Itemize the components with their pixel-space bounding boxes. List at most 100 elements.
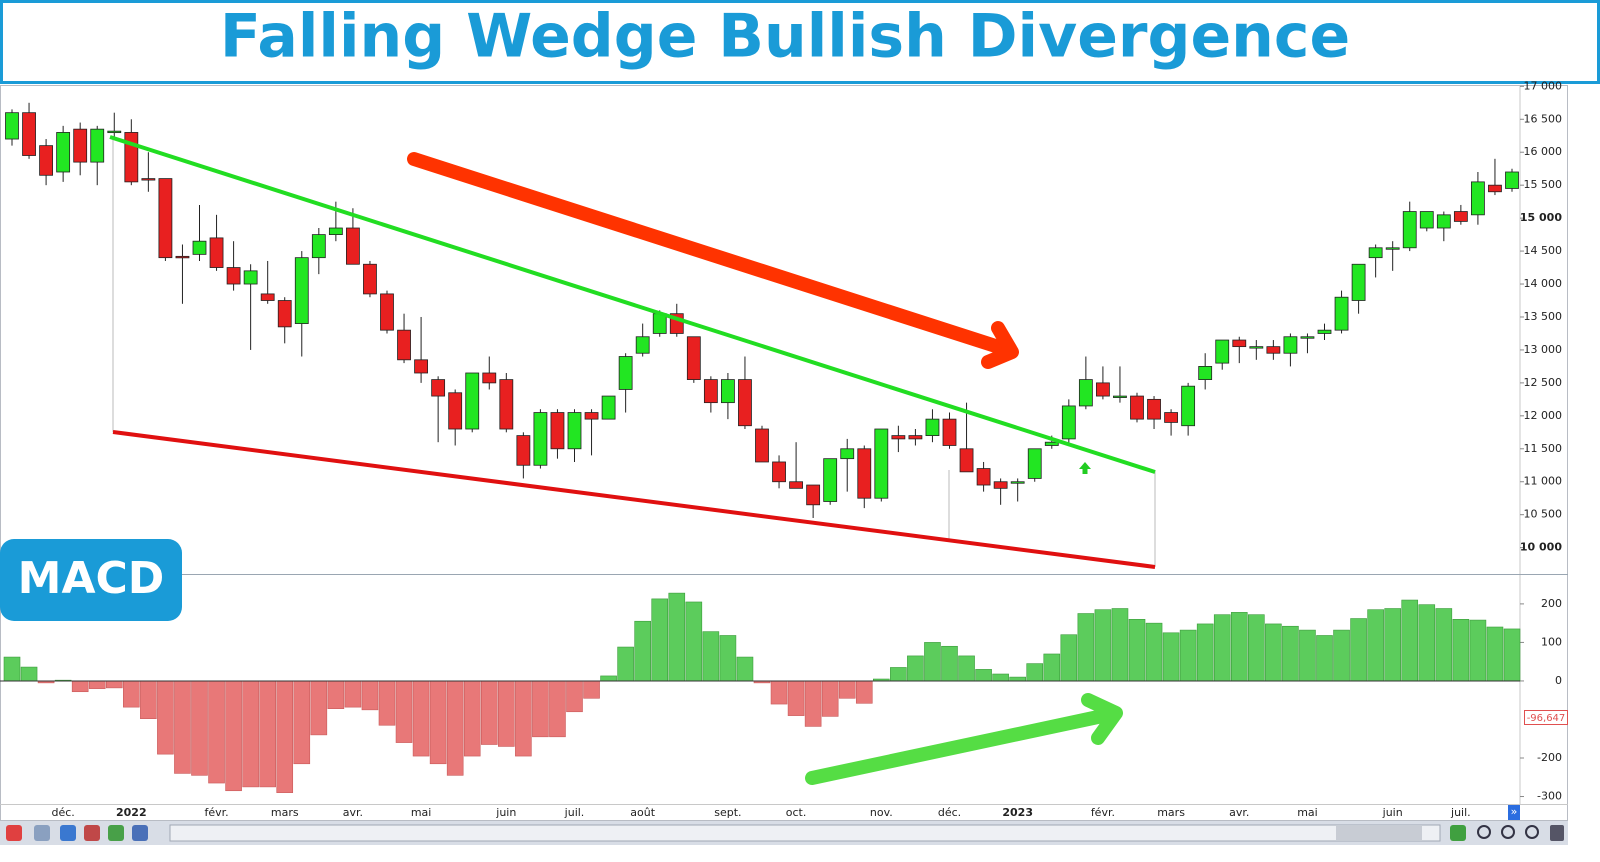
histogram-bar [1145,622,1163,682]
histogram-bar [1026,663,1044,682]
histogram-bar [429,680,447,765]
candle-body [1317,329,1332,334]
histogram-bar [20,666,38,682]
histogram-bar [1299,629,1316,682]
histogram-bar [344,680,362,708]
histogram-bar [1384,608,1401,682]
histogram-bar [361,680,379,711]
candle-body [1130,395,1144,420]
zoom-icon[interactable] [1477,825,1491,839]
macd-badge [0,539,182,621]
tool-icon[interactable] [1450,825,1466,841]
candle-body [703,379,718,404]
histogram-bar [105,680,123,689]
histogram-bar [1469,619,1487,682]
scrollbar[interactable] [169,824,1441,842]
histogram-bar [583,680,600,699]
tool-icon[interactable] [84,825,100,841]
histogram-bar [1282,625,1299,682]
tool-icon[interactable] [108,825,124,841]
y-tick-label: 14 500 [1524,244,1563,257]
histogram-bar [702,631,720,682]
histogram-bar [123,680,140,708]
histogram-bar [1009,676,1026,682]
candle-body [976,468,991,486]
x-tick-label: 2022 [116,806,147,819]
histogram-bar [259,680,276,788]
x-tick-label: avr. [343,806,363,819]
histogram-bar [1418,604,1436,682]
candle-body [431,379,446,397]
support-line [112,430,1156,569]
candle-body [1198,366,1213,380]
histogram-bar [907,655,924,682]
histogram-bar [1094,609,1112,682]
histogram-bar [566,680,583,713]
candle-body [601,395,616,420]
histogram-bar [293,680,311,765]
histogram-bar [600,675,617,682]
tool-icon[interactable] [6,825,22,841]
zoom-in-icon[interactable] [1525,825,1539,839]
histogram-bar [1435,608,1453,682]
histogram-bar [1196,623,1214,682]
candle-body [311,234,326,259]
x-tick-label: févr. [204,806,228,819]
marks: 10 000 10 500 11 000 11 500 12 000 12 500 13 0… [0,79,1562,819]
candle-body [414,359,428,374]
candle-body [584,412,599,420]
histogram-bar [855,680,873,704]
y-tick-label: 13 500 [1524,310,1563,323]
histogram-bar [941,645,958,682]
x-tick-label: août [630,806,655,819]
candle-body [1113,395,1127,398]
tool-icon[interactable] [1550,825,1564,841]
x-tick-label: oct. [786,806,807,819]
candle-body [158,178,173,259]
histogram-bar [634,620,651,682]
y-tick-label: 200 [1541,597,1562,610]
candle-body [1232,339,1247,348]
histogram-bar [787,680,805,716]
x-tick-label: mars [271,806,299,819]
candle-body [1096,382,1110,397]
histogram-bar [975,669,992,682]
candle-body [772,461,786,483]
candle-body [22,112,36,156]
y-tick-label: 15 000 [1520,211,1562,224]
x-tick-label: mai [411,806,432,819]
macd-current-value: -96,647 [1527,713,1566,724]
tool-icon[interactable] [34,825,50,841]
tool-icon[interactable] [132,825,148,841]
candle-body [363,263,377,295]
x-tick-label: juin [1382,806,1403,819]
candle-body [1283,336,1298,354]
scroll-icon: » [1511,805,1518,818]
candle-body [1505,171,1519,189]
histogram-bar [1503,628,1521,682]
zoom-out-icon[interactable] [1501,825,1515,839]
histogram-bar [498,680,515,747]
histogram-bar [276,680,294,793]
scroll-right-button[interactable] [1508,805,1520,820]
candle-body [243,270,258,285]
y-tick-label: 15 500 [1524,178,1563,191]
histogram-bar [412,680,430,757]
x-tick-label: mai [1297,806,1318,819]
candle-body [448,392,463,430]
y-tick-label: 10 000 [1520,541,1562,554]
candle-body [806,484,821,506]
candle-body [277,300,292,328]
candle-body [226,267,241,285]
histogram-bar [651,598,669,682]
candle-body [1044,441,1059,446]
candle-body [1300,336,1315,339]
scroll-thumb[interactable] [1336,826,1422,840]
candle-body [840,448,855,460]
tool-icon[interactable] [60,825,76,841]
candle-body [260,293,275,301]
histogram-bar [463,680,481,757]
candle-body [397,329,411,361]
candle-body [192,240,207,255]
x-tick-label: juin [495,806,516,819]
